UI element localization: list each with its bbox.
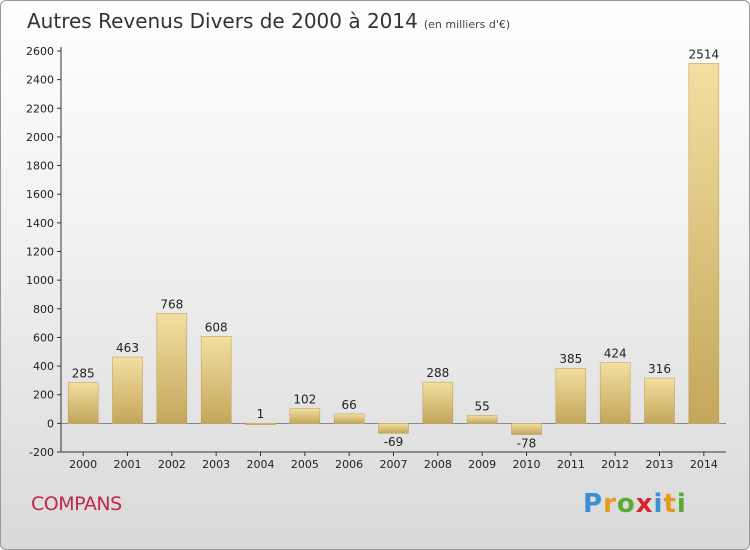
bar	[112, 356, 143, 424]
x-tick-label: 2013	[646, 458, 674, 471]
x-tick-label: 2011	[557, 458, 585, 471]
y-tick-label: 1200	[26, 246, 54, 259]
y-tick-label: 800	[33, 303, 54, 316]
x-tick-label: 2010	[513, 458, 541, 471]
chart-title: Autres Revenus Divers de 2000 à 2014 (en …	[27, 9, 510, 33]
y-tick-label: 400	[33, 360, 54, 373]
bar	[466, 415, 498, 424]
bar-value-label: -69	[384, 435, 404, 449]
bar-value-label: 285	[72, 367, 95, 381]
bar-value-label: 608	[205, 320, 228, 334]
y-tick-label: 2600	[26, 45, 54, 58]
chart-unit: (en milliers d'€)	[423, 18, 511, 31]
x-tick-label: 2014	[690, 458, 718, 471]
proxiti-logo: Proxiti	[583, 489, 687, 519]
bar-value-label: 1	[257, 407, 265, 421]
bar-value-label: 66	[342, 398, 357, 412]
x-tick-label: 2004	[247, 458, 275, 471]
bar	[599, 362, 631, 424]
y-tick-label: 1400	[26, 217, 54, 230]
bar	[511, 423, 542, 435]
bar-value-label: 316	[648, 362, 671, 376]
x-tick-label: 2012	[601, 458, 629, 471]
x-tick-label: 2005	[291, 458, 319, 471]
bar	[688, 63, 720, 424]
bar	[378, 423, 409, 434]
x-tick-label: 2006	[335, 458, 363, 471]
bar-value-label: 288	[426, 366, 449, 380]
bar-value-label: 463	[116, 341, 139, 355]
bar	[333, 413, 365, 424]
bar-value-label: 102	[293, 393, 316, 407]
bar	[200, 336, 232, 424]
bar-value-label: 2514	[689, 47, 720, 61]
y-tick-label: 0	[47, 417, 54, 430]
bar-value-label: 424	[604, 347, 627, 361]
bar-value-label: 768	[160, 297, 183, 311]
bar	[422, 381, 454, 424]
y-tick-label: 1000	[26, 274, 54, 287]
chart-title-text: Autres Revenus Divers de 2000 à 2014	[27, 9, 418, 33]
y-tick-label: 200	[33, 389, 54, 402]
y-tick-label: 1600	[26, 188, 54, 201]
y-tick-label: 2000	[26, 131, 54, 144]
bar	[289, 408, 321, 424]
x-tick-label: 2000	[69, 458, 97, 471]
bar	[555, 367, 587, 424]
bar	[245, 422, 276, 425]
bar-value-label: -78	[517, 437, 537, 451]
y-tick-label: 1800	[26, 160, 54, 173]
x-tick-label: 2008	[424, 458, 452, 471]
y-tick-label: 2200	[26, 102, 54, 115]
x-tick-label: 2007	[380, 458, 408, 471]
bar	[67, 382, 99, 424]
bar-value-label: 55	[475, 399, 490, 413]
y-tick-label: 2400	[26, 74, 54, 87]
y-tick-label: -200	[29, 446, 54, 459]
x-tick-label: 2003	[202, 458, 230, 471]
bar	[156, 313, 188, 424]
commune-name: COMPANS	[31, 493, 122, 515]
x-tick-label: 2002	[158, 458, 186, 471]
y-tick-label: 600	[33, 331, 54, 344]
bar	[644, 377, 675, 424]
x-tick-label: 2001	[114, 458, 142, 471]
x-tick-label: 2009	[468, 458, 496, 471]
bar-value-label: 385	[559, 352, 582, 366]
